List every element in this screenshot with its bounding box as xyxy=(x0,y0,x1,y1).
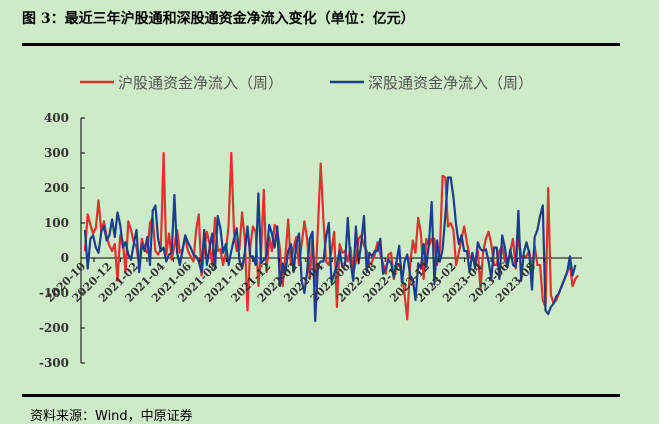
series-line-1 xyxy=(83,151,579,321)
top-divider xyxy=(22,43,620,46)
axes xyxy=(80,118,582,363)
legend: 沪股通资金净流入（周） 深股通资金净流入（周） xyxy=(80,74,533,92)
source-note: 资料来源：Wind，中原证券 xyxy=(30,409,193,424)
legend-label-1: 沪股通资金净流入（周） xyxy=(118,74,283,92)
y-tick-label: -200 xyxy=(39,321,69,335)
y-axis-ticks: -300 -200 -100 0 100 200 300 400 xyxy=(39,111,85,370)
bottom-divider xyxy=(22,394,620,397)
y-tick-label: 0 xyxy=(61,251,69,265)
series-lines xyxy=(83,151,579,323)
legend-label-2: 深股通资金净流入（周） xyxy=(368,74,533,92)
y-tick-label: 400 xyxy=(44,111,69,125)
y-tick-label: -300 xyxy=(39,356,69,370)
y-tick-label: 300 xyxy=(44,146,69,160)
y-tick-label: 100 xyxy=(44,216,69,230)
y-tick-label: -100 xyxy=(39,286,69,300)
series-line-2 xyxy=(83,176,577,323)
y-tick-label: 200 xyxy=(44,181,69,195)
page-title: 图 3：最近三年沪股通和深股通资金净流入变化（单位：亿元） xyxy=(22,11,415,27)
